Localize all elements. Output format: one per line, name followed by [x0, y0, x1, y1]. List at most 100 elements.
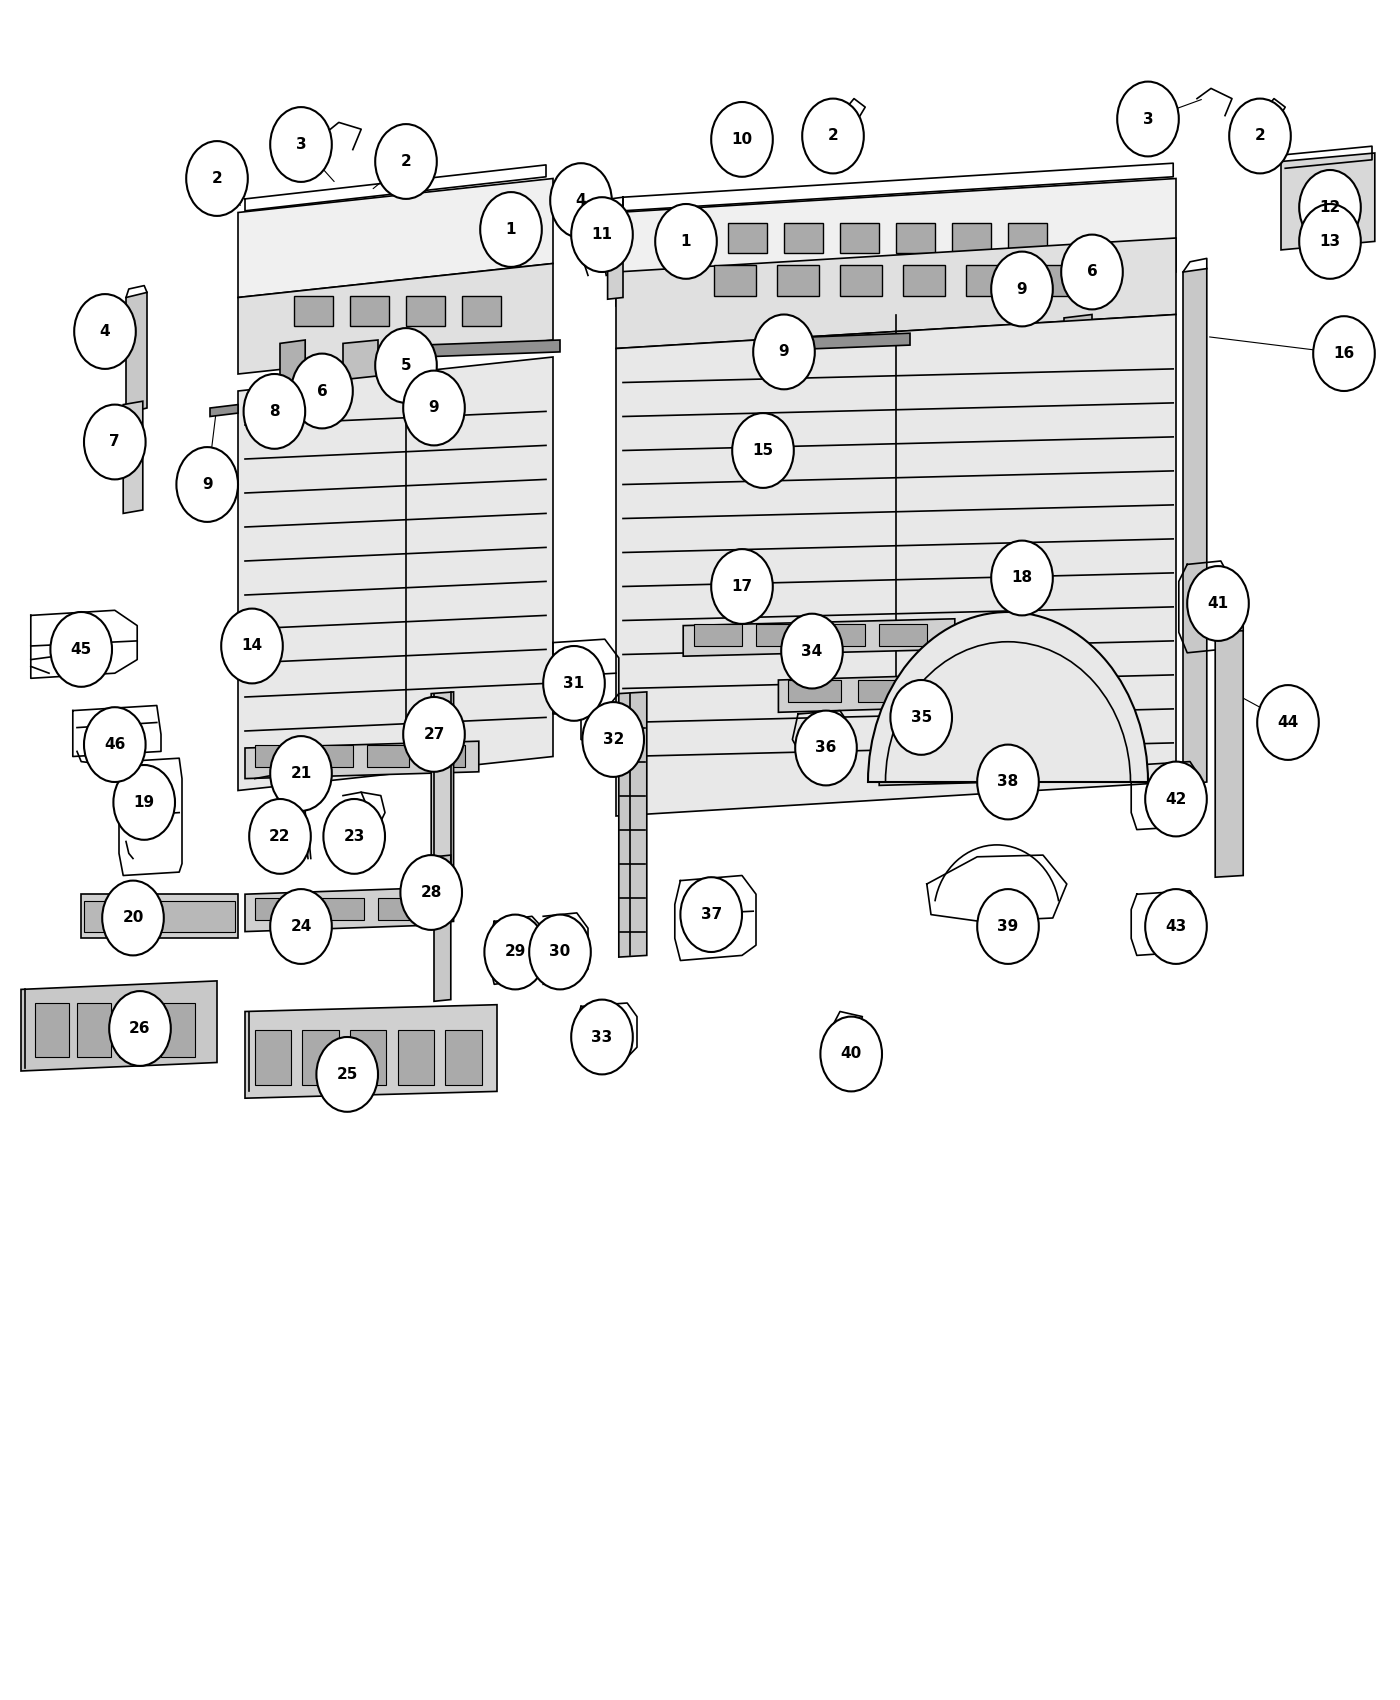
Circle shape	[1299, 204, 1361, 279]
Text: 39: 39	[997, 920, 1019, 933]
Circle shape	[84, 707, 146, 782]
Polygon shape	[245, 1005, 497, 1098]
Text: 2: 2	[211, 172, 223, 185]
Polygon shape	[616, 238, 1176, 348]
Circle shape	[74, 294, 136, 369]
Text: 32: 32	[602, 733, 624, 746]
Text: 9: 9	[428, 401, 440, 415]
Circle shape	[480, 192, 542, 267]
Bar	[896, 223, 935, 253]
Circle shape	[680, 877, 742, 952]
Bar	[840, 223, 879, 253]
Text: 23: 23	[343, 830, 365, 843]
Polygon shape	[1005, 272, 1039, 287]
Polygon shape	[1064, 314, 1092, 377]
Text: 6: 6	[316, 384, 328, 398]
Text: 21: 21	[290, 767, 312, 780]
Text: 45: 45	[70, 643, 92, 656]
Bar	[784, 223, 823, 253]
Circle shape	[176, 447, 238, 522]
Circle shape	[323, 799, 385, 874]
Text: 37: 37	[700, 908, 722, 921]
Text: 14: 14	[241, 639, 263, 653]
Bar	[462, 296, 501, 326]
Circle shape	[582, 702, 644, 777]
Bar	[727, 116, 757, 136]
Circle shape	[1257, 685, 1319, 760]
Polygon shape	[245, 741, 479, 779]
Bar	[1030, 753, 1086, 775]
Bar	[255, 745, 297, 767]
Bar	[858, 680, 911, 702]
Bar	[960, 753, 1016, 775]
Bar	[818, 624, 865, 646]
Circle shape	[403, 697, 465, 772]
Text: 10: 10	[731, 133, 753, 146]
Text: 41: 41	[1207, 597, 1229, 610]
Text: 1: 1	[680, 235, 692, 248]
Circle shape	[113, 765, 175, 840]
Circle shape	[991, 252, 1053, 326]
Circle shape	[50, 612, 112, 687]
Circle shape	[732, 413, 794, 488]
Bar	[81, 894, 238, 938]
Bar	[84, 901, 235, 932]
Bar	[445, 1030, 482, 1085]
Circle shape	[270, 889, 332, 964]
Text: 8: 8	[269, 405, 280, 418]
Circle shape	[316, 1037, 378, 1112]
Text: 3: 3	[1142, 112, 1154, 126]
Text: 12: 12	[1319, 201, 1341, 214]
Text: 40: 40	[840, 1047, 862, 1061]
Bar	[952, 223, 991, 253]
Polygon shape	[619, 692, 647, 957]
Text: 2: 2	[400, 155, 412, 168]
Text: 27: 27	[423, 728, 445, 741]
Text: 2: 2	[827, 129, 839, 143]
Bar	[378, 898, 426, 920]
Circle shape	[1313, 316, 1375, 391]
Bar	[350, 1030, 386, 1085]
Polygon shape	[238, 178, 553, 298]
Polygon shape	[608, 206, 623, 299]
Circle shape	[1061, 235, 1123, 309]
Bar	[840, 265, 882, 296]
Polygon shape	[616, 314, 1176, 816]
Text: 5: 5	[400, 359, 412, 372]
Text: 11: 11	[591, 228, 613, 241]
Text: 42: 42	[1165, 792, 1187, 806]
Circle shape	[550, 163, 612, 238]
Bar	[890, 753, 946, 775]
Bar	[316, 898, 364, 920]
Circle shape	[484, 915, 546, 989]
Bar	[406, 296, 445, 326]
Text: 9: 9	[1016, 282, 1028, 296]
Circle shape	[270, 736, 332, 811]
Circle shape	[291, 354, 353, 428]
Text: 4: 4	[99, 325, 111, 338]
Polygon shape	[616, 178, 1176, 306]
Polygon shape	[280, 340, 305, 403]
Polygon shape	[343, 340, 378, 403]
Wedge shape	[868, 612, 1148, 782]
Circle shape	[186, 141, 248, 216]
Text: 4: 4	[575, 194, 587, 207]
Text: 25: 25	[336, 1068, 358, 1081]
Circle shape	[1229, 99, 1291, 173]
Text: 13: 13	[1319, 235, 1341, 248]
Polygon shape	[123, 401, 143, 513]
Polygon shape	[245, 887, 441, 932]
Circle shape	[753, 314, 815, 389]
Bar	[255, 898, 302, 920]
Circle shape	[109, 991, 171, 1066]
Circle shape	[655, 204, 717, 279]
Circle shape	[820, 1017, 882, 1091]
Circle shape	[529, 915, 591, 989]
Bar	[302, 1030, 339, 1085]
Circle shape	[781, 614, 843, 688]
Text: 36: 36	[815, 741, 837, 755]
Bar	[714, 265, 756, 296]
Bar	[694, 624, 742, 646]
Circle shape	[403, 371, 465, 445]
Text: 20: 20	[122, 911, 144, 925]
